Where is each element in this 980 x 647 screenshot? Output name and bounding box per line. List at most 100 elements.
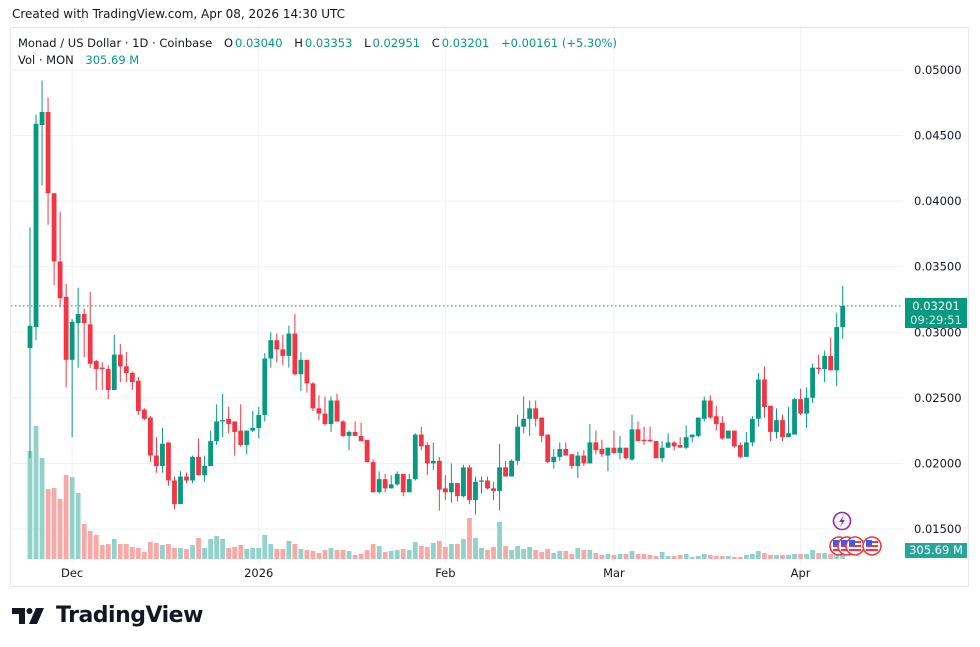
candle[interactable]: [713, 405, 719, 431]
candle[interactable]: [244, 430, 250, 455]
candle[interactable]: [623, 447, 629, 460]
candle[interactable]: [286, 325, 292, 368]
candle[interactable]: [184, 472, 189, 484]
candle[interactable]: [840, 285, 846, 339]
candle[interactable]: [617, 435, 623, 460]
candle[interactable]: [707, 395, 713, 419]
candle[interactable]: [406, 473, 412, 493]
candle[interactable]: [587, 424, 593, 464]
candle[interactable]: [647, 426, 653, 443]
candle[interactable]: [503, 460, 508, 477]
candle[interactable]: [786, 407, 791, 438]
candle[interactable]: [274, 333, 280, 363]
candle[interactable]: [292, 313, 298, 376]
candle[interactable]: [376, 471, 382, 494]
candle[interactable]: [695, 417, 701, 438]
candle[interactable]: [141, 408, 147, 421]
candle[interactable]: [599, 439, 605, 457]
candle[interactable]: [515, 414, 521, 465]
candle[interactable]: [665, 433, 671, 448]
candle[interactable]: [328, 396, 334, 432]
candle[interactable]: [196, 438, 201, 476]
candle[interactable]: [256, 407, 262, 439]
candle[interactable]: [473, 476, 478, 515]
candle[interactable]: [641, 426, 647, 446]
candle[interactable]: [412, 433, 418, 481]
candle[interactable]: [798, 388, 803, 415]
us-flag-event-icon[interactable]: [845, 536, 865, 556]
candle[interactable]: [485, 476, 490, 490]
candle[interactable]: [190, 455, 195, 484]
candle[interactable]: [135, 376, 141, 415]
candle[interactable]: [33, 114, 39, 341]
candle[interactable]: [497, 443, 502, 511]
lightning-event-icon[interactable]: [832, 511, 852, 531]
candle[interactable]: [509, 459, 514, 477]
candle[interactable]: [105, 365, 111, 400]
candle[interactable]: [575, 451, 581, 478]
candle[interactable]: [653, 441, 659, 459]
candle[interactable]: [214, 404, 220, 446]
legend-symbol[interactable]: Monad / US Dollar · 1D · Coinbase: [18, 36, 213, 50]
candle[interactable]: [382, 473, 388, 493]
candle[interactable]: [737, 442, 743, 459]
candle[interactable]: [701, 396, 707, 422]
candle[interactable]: [93, 359, 99, 390]
candle[interactable]: [238, 404, 244, 447]
candle[interactable]: [364, 439, 370, 463]
candle[interactable]: [250, 410, 256, 432]
candle[interactable]: [635, 421, 641, 442]
candle[interactable]: [160, 428, 165, 473]
candle[interactable]: [461, 464, 466, 498]
candle[interactable]: [334, 393, 340, 422]
candle[interactable]: [226, 407, 232, 434]
price-axis[interactable]: 0.05000 0.04500 0.04000 0.03500 0.03000 0.025…: [914, 63, 962, 536]
candle[interactable]: [69, 319, 75, 438]
candle[interactable]: [731, 430, 737, 448]
candle[interactable]: [424, 442, 430, 476]
candle[interactable]: [346, 430, 352, 451]
candle[interactable]: [340, 420, 346, 438]
candle[interactable]: [262, 353, 268, 422]
candle[interactable]: [154, 437, 159, 473]
candle[interactable]: [743, 431, 749, 457]
candle[interactable]: [430, 442, 436, 470]
candle[interactable]: [455, 483, 460, 502]
candle[interactable]: [581, 450, 587, 467]
candle[interactable]: [304, 359, 310, 393]
candle[interactable]: [569, 454, 575, 469]
time-axis[interactable]: Dec 2026 Feb Mar Apr: [61, 566, 811, 580]
candle[interactable]: [99, 362, 105, 390]
candle[interactable]: [111, 334, 117, 390]
candle[interactable]: [123, 351, 129, 383]
candle[interactable]: [117, 344, 123, 383]
candle[interactable]: [629, 414, 635, 461]
candle[interactable]: [479, 476, 484, 494]
candle[interactable]: [449, 463, 454, 503]
candle[interactable]: [467, 464, 472, 505]
candle[interactable]: [659, 441, 665, 463]
candle[interactable]: [172, 476, 177, 510]
candle[interactable]: [63, 283, 69, 388]
candle[interactable]: [81, 308, 87, 358]
candle[interactable]: [521, 396, 527, 434]
candle[interactable]: [316, 395, 322, 421]
candle[interactable]: [810, 363, 815, 404]
candle[interactable]: [683, 425, 689, 449]
candle[interactable]: [551, 448, 557, 469]
candle[interactable]: [39, 80, 45, 186]
candle[interactable]: [828, 337, 834, 371]
candle[interactable]: [816, 354, 822, 375]
candle[interactable]: [756, 372, 761, 427]
candle[interactable]: [671, 441, 677, 451]
candle[interactable]: [527, 400, 533, 436]
candle[interactable]: [804, 387, 809, 429]
candle[interactable]: [87, 291, 93, 368]
candle[interactable]: [129, 371, 135, 390]
candle[interactable]: [220, 393, 226, 438]
candle[interactable]: [388, 475, 394, 489]
candle[interactable]: [418, 426, 424, 451]
candle[interactable]: [280, 334, 286, 366]
candle[interactable]: [45, 97, 51, 225]
candle[interactable]: [370, 459, 376, 493]
